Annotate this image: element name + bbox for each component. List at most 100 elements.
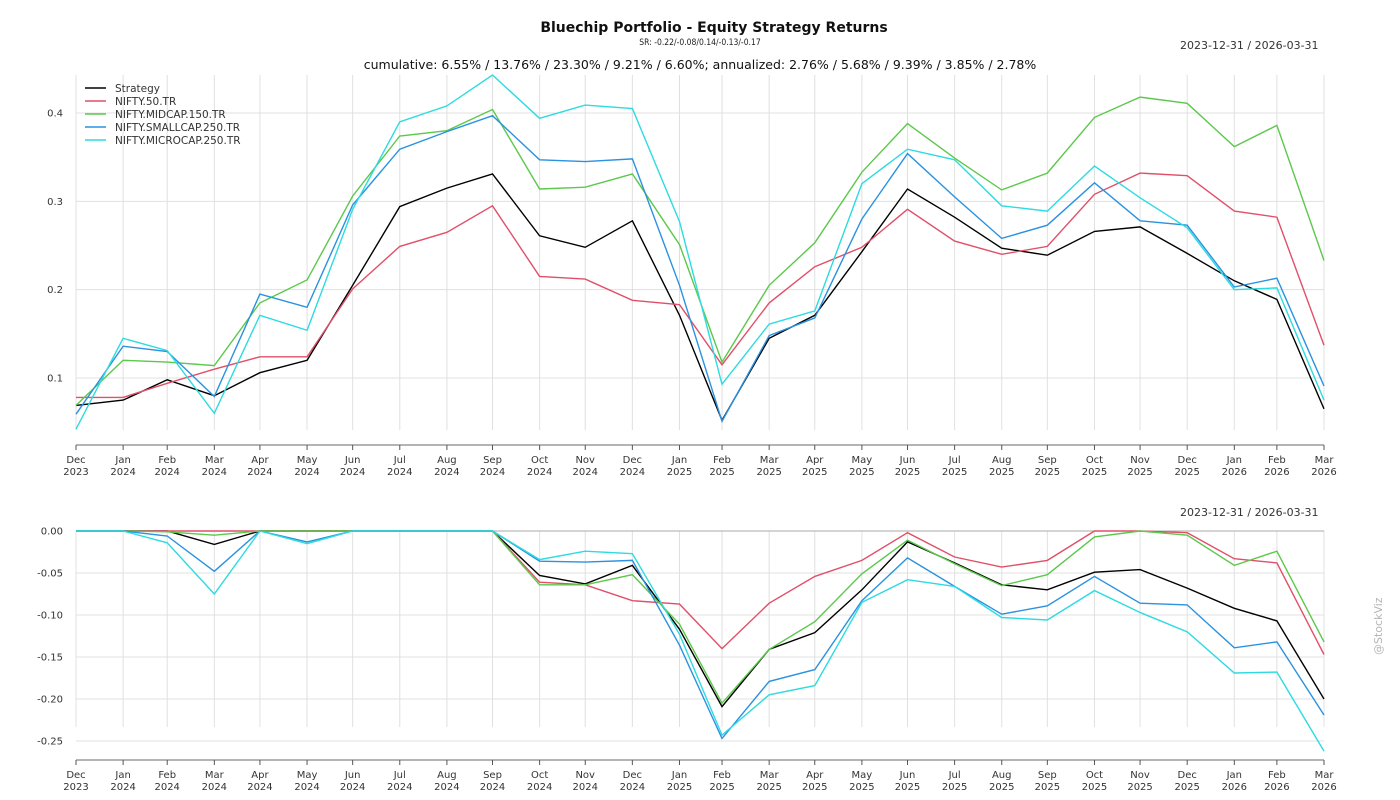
- bottom-xtick-year: 2025: [895, 782, 920, 793]
- top-xtick-year: 2025: [989, 467, 1014, 478]
- top-xtick-month: May: [852, 455, 873, 466]
- top-xtick-month: Jun: [344, 455, 361, 466]
- bottom-xtick-month: Oct: [531, 770, 548, 781]
- bottom-series-nifty-smallcap-250-tr: [76, 530, 1325, 740]
- bottom-xtick-month: Aug: [992, 770, 1012, 781]
- bottom-xtick-month: Mar: [1315, 770, 1335, 781]
- returns-summary: cumulative: 6.55% / 13.76% / 23.30% / 9.…: [363, 57, 1037, 72]
- bottom-xtick-year: 2024: [387, 782, 412, 793]
- top-xtick-year: 2025: [895, 467, 920, 478]
- top-xtick-month: Dec: [623, 455, 642, 466]
- bottom-ytick-label: -0.20: [37, 695, 63, 706]
- bottom-xtick-month: Oct: [1086, 770, 1103, 781]
- top-xtick-year: 2024: [387, 467, 412, 478]
- top-xtick-month: Dec: [66, 455, 85, 466]
- top-xtick-year: 2025: [1127, 467, 1152, 478]
- bottom-xtick-month: Aug: [437, 770, 457, 781]
- bottom-xtick-year: 2024: [202, 782, 227, 793]
- bottom-xtick-month: Jan: [1226, 770, 1242, 781]
- bottom-xtick-month: Jan: [114, 770, 130, 781]
- top-xtick-month: Jul: [948, 455, 961, 466]
- top-ytick-label: 0.2: [47, 285, 63, 296]
- bottom-xtick-month: Apr: [806, 770, 824, 781]
- top-xtick-year: 2025: [709, 467, 734, 478]
- bottom-xtick-year: 2024: [154, 782, 179, 793]
- legend-label: NIFTY.MIDCAP.150.TR: [115, 109, 226, 121]
- top-xtick-year: 2025: [849, 467, 874, 478]
- bottom-xtick-year: 2024: [527, 782, 552, 793]
- top-xtick-month: Oct: [1086, 455, 1103, 466]
- bottom-xtick-year: 2024: [434, 782, 459, 793]
- top-xtick-month: Mar: [205, 455, 225, 466]
- top-ytick-label: 0.1: [47, 374, 63, 385]
- top-xtick-month: Sep: [483, 455, 502, 466]
- top-xtick-year: 2024: [434, 467, 459, 478]
- top-series-nifty-microcap-250-tr: [75, 74, 1325, 430]
- drawdown-plot: 0.00-0.05-0.10-0.15-0.20-0.25Dec2023Jan2…: [37, 527, 1337, 794]
- top-xtick-year: 2024: [294, 467, 319, 478]
- bottom-xtick-year: 2026: [1264, 782, 1289, 793]
- bottom-xtick-month: Jun: [899, 770, 916, 781]
- top-xtick-year: 2024: [154, 467, 179, 478]
- bottom-xtick-month: Sep: [483, 770, 502, 781]
- top-xtick-month: Nov: [1130, 455, 1150, 466]
- bottom-xtick-year: 2025: [942, 782, 967, 793]
- bottom-xtick-year: 2024: [620, 782, 645, 793]
- bottom-xtick-year: 2025: [849, 782, 874, 793]
- bottom-xtick-month: Feb: [1268, 770, 1286, 781]
- bottom-series-nifty-microcap-250-tr: [76, 530, 1325, 752]
- top-xtick-year: 2024: [247, 467, 272, 478]
- bottom-series-nifty-midcap-150-tr: [76, 530, 1325, 705]
- top-xtick-year: 2024: [110, 467, 135, 478]
- bottom-xtick-month: Feb: [713, 770, 731, 781]
- bottom-series-strategy: [76, 530, 1325, 708]
- bottom-xtick-year: 2024: [294, 782, 319, 793]
- bottom-xtick-year: 2025: [1082, 782, 1107, 793]
- top-xtick-month: May: [297, 455, 318, 466]
- top-xtick-month: Oct: [531, 455, 548, 466]
- bottom-xtick-year: 2025: [709, 782, 734, 793]
- bottom-ytick-label: 0.00: [41, 527, 63, 538]
- bottom-xtick-month: Jul: [393, 770, 406, 781]
- chart-title: Bluechip Portfolio - Equity Strategy Ret…: [540, 20, 888, 36]
- bottom-xtick-month: Dec: [66, 770, 85, 781]
- top-xtick-month: Feb: [713, 455, 731, 466]
- top-xtick-year: 2026: [1264, 467, 1289, 478]
- bottom-ytick-label: -0.05: [37, 569, 63, 580]
- bottom-xtick-year: 2025: [802, 782, 827, 793]
- bottom-xtick-month: Dec: [623, 770, 642, 781]
- top-xtick-year: 2025: [1082, 467, 1107, 478]
- legend-label: Strategy: [115, 83, 160, 95]
- top-xtick-year: 2026: [1311, 467, 1336, 478]
- top-series-strategy: [75, 173, 1325, 422]
- top-xtick-month: Sep: [1038, 455, 1057, 466]
- bottom-xtick-year: 2025: [1127, 782, 1152, 793]
- top-ytick-label: 0.3: [47, 197, 63, 208]
- top-series-nifty-50-tr: [76, 172, 1325, 399]
- legend-label: NIFTY.50.TR: [115, 96, 176, 108]
- bottom-xtick-month: Jul: [948, 770, 961, 781]
- top-xtick-month: Mar: [760, 455, 780, 466]
- date-range-bottom: 2023-12-31 / 2026-03-31: [1180, 506, 1319, 519]
- bottom-ytick-label: -0.25: [37, 737, 63, 748]
- bottom-xtick-month: Mar: [760, 770, 780, 781]
- sharpe-ratio-line: SR: -0.22/-0.08/0.14/-0.13/-0.17: [639, 38, 761, 48]
- cumulative-returns-plot: 0.10.20.30.4Dec2023Jan2024Feb2024Mar2024…: [47, 74, 1337, 478]
- bottom-xtick-month: Apr: [251, 770, 269, 781]
- top-xtick-month: Jan: [1226, 455, 1242, 466]
- top-xtick-year: 2024: [202, 467, 227, 478]
- bottom-xtick-month: Sep: [1038, 770, 1057, 781]
- top-xtick-month: Jun: [899, 455, 916, 466]
- top-xtick-month: Jul: [393, 455, 406, 466]
- bottom-xtick-year: 2025: [1174, 782, 1199, 793]
- bottom-xtick-year: 2026: [1222, 782, 1247, 793]
- bottom-xtick-month: Nov: [1130, 770, 1150, 781]
- top-xtick-month: Jan: [114, 455, 130, 466]
- top-xtick-month: Aug: [992, 455, 1012, 466]
- top-xtick-year: 2025: [802, 467, 827, 478]
- bottom-xtick-year: 2024: [247, 782, 272, 793]
- bottom-xtick-month: May: [297, 770, 318, 781]
- legend-label: NIFTY.MICROCAP.250.TR: [115, 135, 241, 147]
- bottom-xtick-month: Jan: [671, 770, 687, 781]
